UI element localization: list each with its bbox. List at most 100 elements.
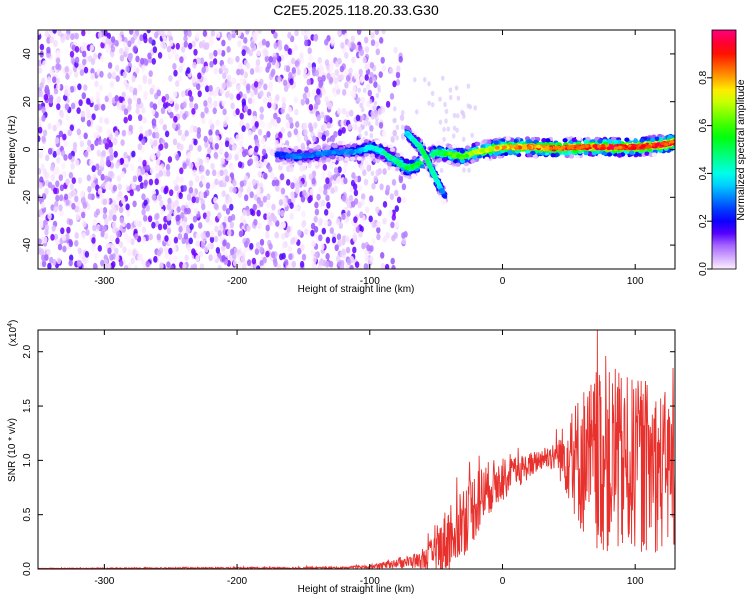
noise-speckle (127, 53, 132, 60)
noise-speckle (64, 103, 70, 111)
noise-speckle (317, 56, 322, 64)
noise-speckle (301, 210, 306, 218)
noise-speckle (173, 115, 178, 123)
noise-speckle (200, 111, 205, 119)
noise-speckle (289, 212, 294, 220)
noise-speckle (180, 45, 186, 53)
noise-speckle (130, 37, 135, 44)
noise-speckle (148, 178, 154, 186)
noise-speckle (68, 259, 73, 267)
noise-speckle (361, 242, 366, 250)
noise-speckle (146, 30, 151, 34)
noise-speckle (237, 191, 242, 198)
noise-speckle (166, 261, 171, 268)
noise-speckle (395, 79, 401, 86)
noise-speckle (123, 116, 128, 124)
noise-speckle (401, 183, 407, 191)
noise-speckle (175, 80, 180, 87)
noise-speckle (213, 100, 218, 108)
noise-speckle (65, 72, 70, 80)
noise-speckle (308, 173, 313, 181)
noise-speckle (371, 238, 376, 245)
noise-speckle (265, 232, 270, 240)
noise-speckle (430, 90, 435, 96)
noise-speckle (327, 219, 332, 227)
noise-speckle (69, 85, 75, 93)
noise-speckle (367, 89, 372, 97)
noise-speckle (357, 87, 362, 93)
noise-speckle (254, 248, 260, 256)
noise-speckle (65, 114, 71, 122)
noise-speckle (206, 243, 212, 251)
noise-speckle (272, 120, 278, 128)
noise-speckle (159, 143, 164, 151)
noise-speckle (132, 249, 137, 257)
noise-speckle (44, 103, 50, 111)
noise-speckle (86, 98, 91, 105)
signal-cell (313, 161, 319, 166)
noise-speckle (308, 104, 314, 111)
noise-speckle (245, 122, 250, 130)
signal-cell (308, 143, 314, 149)
noise-speckle (100, 230, 105, 238)
noise-speckle (267, 95, 273, 103)
noise-speckle (92, 224, 97, 232)
noise-speckle (314, 201, 319, 209)
noise-speckle (148, 37, 153, 44)
noise-speckle (345, 110, 350, 118)
noise-speckle (400, 132, 406, 140)
noise-speckle (98, 84, 104, 92)
noise-speckle (286, 165, 291, 173)
noise-speckle (55, 63, 60, 70)
noise-speckle (118, 206, 124, 214)
noise-speckle (272, 216, 277, 223)
noise-speckle (194, 196, 200, 204)
noise-speckle (166, 45, 172, 53)
noise-speckle (217, 230, 222, 237)
noise-speckle (264, 55, 269, 63)
noise-speckle (221, 50, 226, 57)
noise-speckle (222, 239, 227, 247)
noise-speckle (364, 46, 370, 53)
noise-speckle (186, 194, 192, 202)
noise-speckle (241, 98, 246, 106)
noise-speckle (452, 125, 457, 131)
noise-speckle (158, 170, 163, 177)
noise-speckle (389, 193, 395, 201)
noise-speckle (209, 60, 214, 68)
noise-speckle (394, 221, 400, 228)
noise-speckle (132, 89, 138, 97)
noise-speckle (52, 124, 57, 132)
noise-speckle (257, 171, 262, 178)
noise-speckle (154, 164, 160, 172)
noise-speckle (159, 118, 164, 125)
noise-speckle (157, 52, 163, 59)
noise-speckle (249, 242, 254, 250)
noise-speckle (54, 137, 60, 145)
noise-speckle (360, 96, 365, 104)
noise-speckle (439, 167, 444, 173)
noise-speckle (376, 233, 381, 241)
noise-speckle (379, 37, 384, 44)
noise-speckle (322, 122, 328, 130)
noise-speckle (227, 153, 232, 161)
noise-speckle (224, 140, 230, 148)
noise-speckle (205, 169, 210, 177)
noise-speckle (275, 185, 280, 192)
noise-speckle (49, 69, 55, 76)
noise-speckle (91, 113, 96, 121)
noise-speckle (289, 165, 294, 173)
noise-speckle (273, 260, 278, 268)
noise-speckle (43, 236, 48, 244)
noise-speckle (348, 194, 354, 202)
noise-speckle (210, 30, 216, 37)
noise-speckle (68, 153, 73, 160)
noise-speckle (162, 169, 167, 177)
noise-speckle (396, 65, 401, 73)
noise-speckle (83, 132, 88, 140)
noise-speckle (361, 193, 366, 201)
noise-speckle (65, 33, 71, 41)
noise-speckle (203, 191, 208, 199)
noise-speckle (191, 40, 196, 48)
noise-speckle (187, 30, 192, 38)
